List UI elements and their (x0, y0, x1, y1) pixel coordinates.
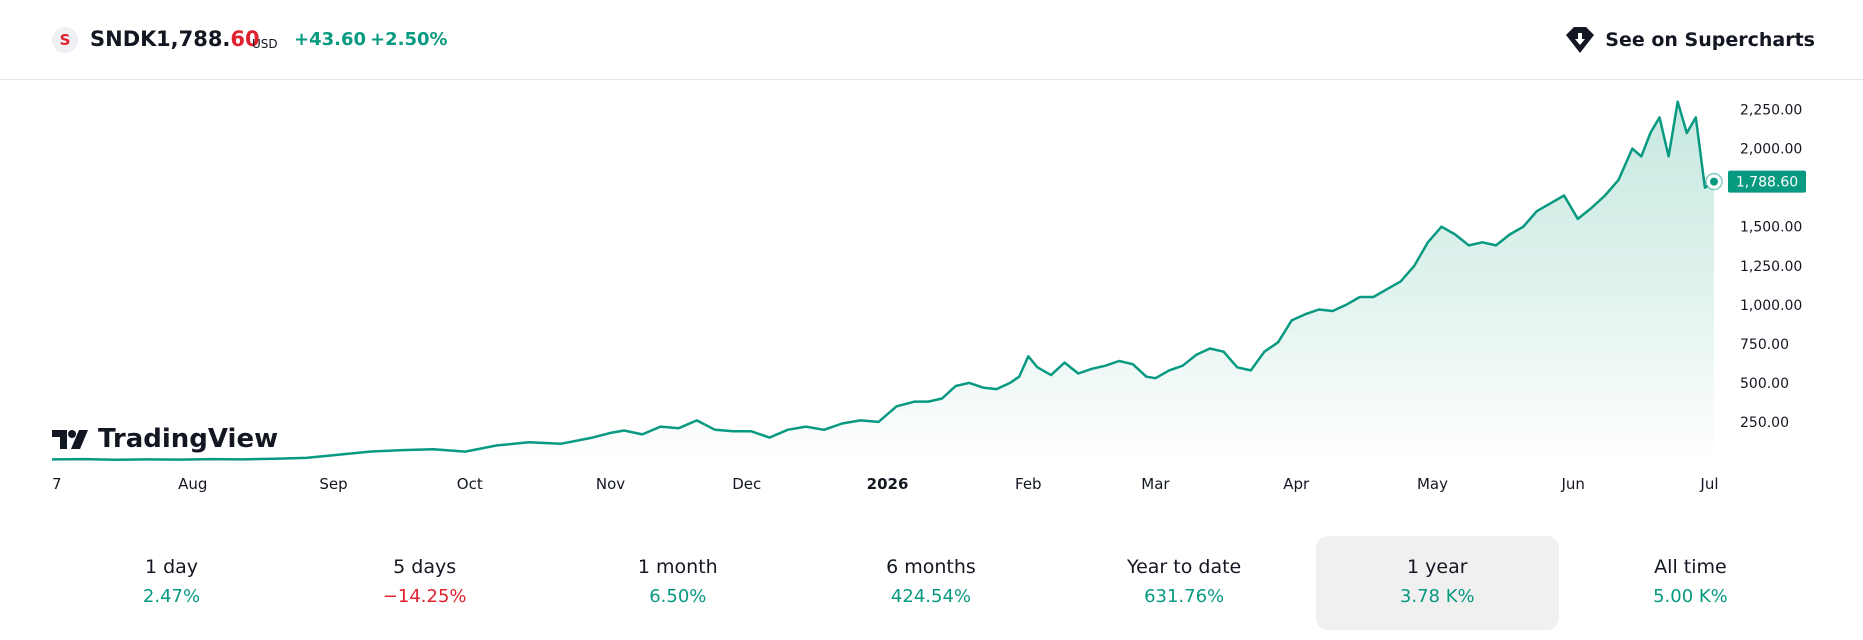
tradingview-watermark: TradingView (52, 424, 278, 454)
y-tick-label: 1,000.00 (1740, 298, 1802, 314)
x-tick-label: 7 (52, 475, 62, 493)
last-price: 1,788.60 (156, 27, 260, 51)
period-tab[interactable]: 6 months 424.54% (809, 536, 1052, 630)
period-change-value: 424.54% (890, 586, 972, 607)
company-logo: S (52, 27, 78, 53)
period-change-value: 631.76% (1144, 586, 1225, 607)
tradingview-logo-icon (52, 430, 88, 449)
company-logo-letter: S (59, 30, 71, 49)
last-price-dot (1710, 177, 1718, 186)
y-tick-label: 250.00 (1740, 415, 1789, 431)
x-tick-label: Oct (457, 475, 483, 493)
period-change-value: −14.25% (382, 586, 467, 607)
price-line (51, 100, 1715, 462)
ticker-symbol[interactable]: SNDK (90, 27, 157, 51)
y-tick-label: 1,250.00 (1740, 259, 1802, 275)
period-tab[interactable]: 1 day 2.47% (50, 536, 293, 630)
period-label: 1 year (1407, 556, 1468, 578)
x-tick-label: 2026 (867, 475, 909, 493)
period-label: Year to date (1127, 556, 1242, 578)
y-tick-label: 2,250.00 (1740, 103, 1802, 119)
price-change-percent: +2.50% (370, 29, 448, 50)
symbol-header: S SNDK 1,788.60 USD +43.60 +2.50% See on… (0, 0, 1863, 80)
last-price-badge-label: 1,788.60 (1736, 175, 1798, 191)
x-tick-label: May (1417, 475, 1448, 493)
x-tick-label: Aug (178, 475, 207, 493)
period-label: 5 days (393, 556, 457, 578)
last-price-main: 1,788. (156, 27, 231, 51)
period-tab[interactable]: 1 year 3.78 K% (1315, 536, 1559, 630)
supercharts-label: See on Supercharts (1605, 29, 1815, 51)
period-tab[interactable]: 1 month 6.50% (556, 536, 799, 630)
currency-label: USD (252, 37, 278, 51)
x-tick-label: Apr (1283, 475, 1310, 493)
last-price-badge: 1,788.60 (1728, 170, 1806, 193)
see-on-supercharts-link[interactable]: See on Supercharts (1565, 26, 1815, 54)
period-change-value: 3.78 K% (1399, 586, 1475, 607)
period-label: 1 month (637, 556, 718, 578)
y-tick-label: 2,000.00 (1740, 142, 1802, 158)
x-axis: 7 Aug Sep Oct Nov Dec 2026 Feb Mar Apr May Jun Jul (52, 475, 1719, 493)
x-tick-label: Mar (1141, 475, 1170, 493)
x-tick-label: Nov (596, 475, 625, 493)
x-tick-label: Sep (319, 475, 347, 493)
y-tick-label: 1,500.00 (1740, 220, 1802, 236)
y-axis: 250.00 500.00 750.00 1,000.00 1,250.00 1,500.… (1740, 103, 1802, 431)
price-area (52, 101, 1714, 465)
x-tick-label: Jun (1561, 475, 1585, 493)
period-tab[interactable]: Year to date 631.76% (1063, 536, 1306, 630)
period-label: 6 months (886, 556, 976, 578)
price-change: +43.60 (294, 29, 367, 50)
period-label: All time (1654, 556, 1727, 578)
x-tick-label: Jul (1699, 475, 1718, 493)
performance-periods: 1 day 2.47% 5 days −14.25% 1 month 6.50% 6 mon… (50, 536, 1812, 630)
period-label: 1 day (144, 556, 199, 578)
y-tick-label: 750.00 (1740, 337, 1789, 353)
x-tick-label: Feb (1015, 475, 1042, 493)
x-tick-label: Dec (732, 475, 761, 493)
period-change-value: 5.00 K% (1653, 586, 1728, 607)
price-chart[interactable]: 7 Aug Sep Oct Nov Dec 2026 Feb Mar Apr May Jun Jul 2… (0, 80, 1863, 500)
last-price-badge-bg (1728, 170, 1806, 193)
period-change-value: 6.50% (649, 586, 707, 607)
y-tick-label: 500.00 (1740, 376, 1789, 392)
period-tab[interactable]: 5 days −14.25% (303, 536, 546, 630)
tradingview-shield-icon (1566, 27, 1595, 53)
last-price-decimal: 60 (230, 27, 260, 51)
tradingview-wordmark: TradingView (98, 424, 279, 454)
period-change-value: 2.47% (142, 586, 201, 607)
period-tab[interactable]: All time 5.00 K% (1569, 536, 1812, 630)
